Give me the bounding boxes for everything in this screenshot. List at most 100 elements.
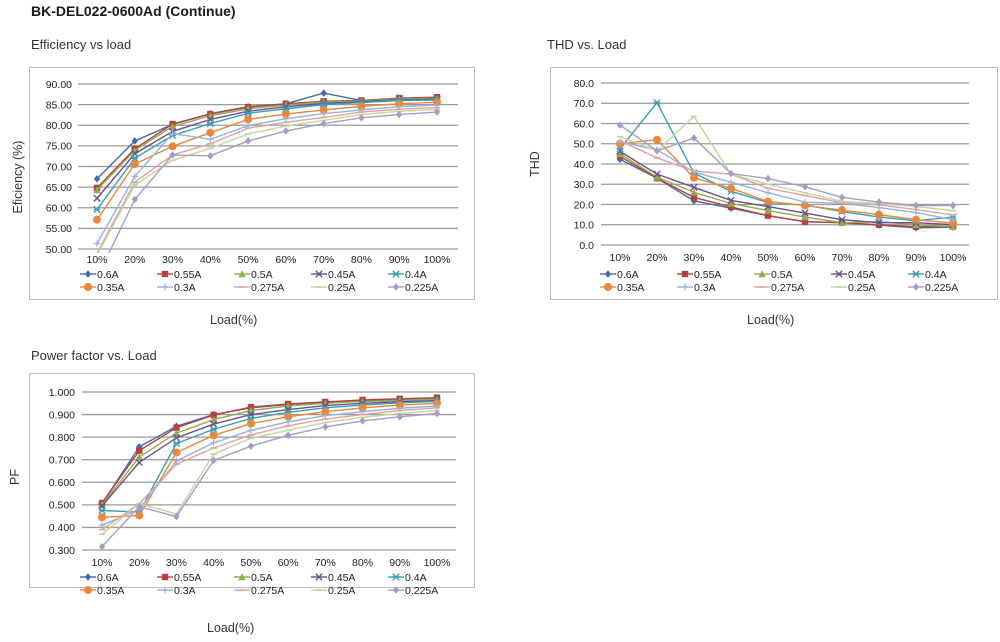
thd-legend-label: 0.225A — [925, 282, 958, 294]
efficiency-data-point — [206, 119, 215, 128]
pf-series-group — [98, 394, 441, 551]
pf-legend-item: 0.3A — [157, 585, 196, 597]
pf-legend-item: 0.55A — [157, 572, 201, 584]
thd-y-tick-label: 60.0 — [574, 118, 595, 130]
pf-x-axis-label: Load(%) — [207, 621, 255, 635]
thd-y-tick-label: 70.0 — [574, 98, 595, 110]
pf-series-line-0.3A — [101, 405, 438, 526]
thd-series-line-0.3A — [619, 141, 954, 221]
efficiency-legend-item: 0.25A — [311, 282, 355, 294]
pf-legend-label: 0.6A — [97, 572, 119, 584]
pf-series-line-0.25A — [101, 409, 438, 535]
thd-legend-item: 0.225A — [908, 282, 958, 294]
efficiency-data-point — [320, 89, 327, 97]
pf-y-tick-label: 0.500 — [49, 500, 75, 512]
efficiency-series-line-0.225A — [108, 111, 438, 253]
efficiency-legend-label: 0.55A — [174, 269, 201, 281]
efficiency-legend-label: 0.6A — [97, 269, 119, 281]
legend-marker — [84, 573, 92, 581]
efficiency-legend-item: 0.55A — [157, 269, 201, 281]
pf-x-tick-label: 90% — [389, 557, 410, 569]
thd-data-point — [727, 203, 735, 211]
efficiency-y-tick-label: 60.00 — [46, 203, 72, 215]
efficiency-x-tick-label: 100% — [424, 254, 451, 266]
efficiency-data-point — [319, 105, 328, 114]
thd-x-axis-label: Load(%) — [747, 313, 795, 327]
pf-data-point — [136, 447, 143, 454]
pf-legend-label: 0.5A — [251, 572, 273, 584]
pf-chart-title: Power factor vs. Load — [31, 348, 157, 363]
pf-x-tick-label: 10% — [91, 557, 112, 569]
efficiency-y-tick-label: 70.00 — [46, 161, 72, 173]
efficiency-legend-label: 0.3A — [174, 282, 196, 294]
pf-x-tick-label: 50% — [240, 557, 261, 569]
efficiency-x-tick-label: 30% — [162, 254, 183, 266]
pf-data-point — [210, 411, 217, 419]
efficiency-legend-item: 0.5A — [234, 269, 273, 281]
efficiency-legend-item: 0.35A — [80, 282, 124, 294]
efficiency-series-line-0.45A — [96, 98, 438, 199]
legend-marker — [392, 586, 400, 594]
legend-marker — [84, 270, 92, 278]
thd-legend-item: 0.6A — [600, 269, 639, 281]
pf-legend-item: 0.45A — [311, 572, 355, 584]
legend-marker — [238, 270, 246, 278]
efficiency-series-group — [93, 89, 441, 253]
efficiency-data-point — [131, 173, 138, 180]
efficiency-x-tick-label: 50% — [238, 254, 259, 266]
pf-data-point — [358, 403, 367, 412]
legend-marker — [604, 283, 612, 291]
efficiency-series-line-0.4A — [96, 99, 438, 210]
pf-x-tick-label: 40% — [203, 557, 224, 569]
efficiency-data-point — [93, 205, 101, 214]
legend-marker — [604, 270, 612, 278]
pf-legend-item: 0.225A — [388, 585, 438, 597]
pf-y-tick-label: 0.900 — [49, 409, 75, 421]
pf-data-point — [135, 511, 144, 520]
document-title: BK-DEL022-0600Ad (Continue) — [31, 3, 236, 19]
efficiency-data-point — [207, 136, 214, 143]
pf-y-tick-label: 0.600 — [49, 477, 75, 489]
thd-x-tick-label: 50% — [757, 252, 778, 264]
thd-legend-label: 0.4A — [925, 269, 947, 281]
thd-legend-item: 0.55A — [677, 269, 721, 281]
thd-data-point — [727, 169, 735, 178]
pf-legend-item: 0.4A — [388, 572, 427, 584]
efficiency-series-line-0.275A — [96, 106, 438, 253]
pf-series-line-0.275A — [101, 407, 438, 531]
legend-marker — [84, 586, 92, 594]
legend-marker — [758, 270, 766, 278]
efficiency-data-point — [168, 142, 177, 151]
pf-y-tick-label: 0.400 — [49, 522, 75, 534]
efficiency-x-tick-label: 40% — [200, 254, 221, 266]
legend-marker — [315, 270, 323, 278]
pf-data-point — [433, 409, 441, 418]
efficiency-legend-item: 0.3A — [157, 282, 196, 294]
pf-x-tick-label: 80% — [352, 557, 373, 569]
thd-data-point — [875, 198, 883, 206]
efficiency-x-tick-label: 90% — [389, 254, 410, 266]
thd-data-point — [727, 179, 735, 186]
efficiency-legend-item: 0.45A — [311, 269, 355, 281]
efficiency-legend-label: 0.5A — [251, 269, 273, 281]
efficiency-x-axis-label: Load(%) — [210, 313, 258, 327]
pf-legend-item: 0.5A — [234, 572, 273, 584]
thd-x-tick-label: 40% — [720, 252, 741, 264]
thd-x-tick-label: 10% — [609, 252, 630, 264]
thd-data-point — [653, 170, 661, 178]
legend-marker — [84, 283, 92, 291]
efficiency-y-tick-label: 80.00 — [46, 120, 72, 132]
thd-data-point — [653, 98, 661, 107]
thd-legend-label: 0.6A — [617, 269, 639, 281]
efficiency-data-point — [130, 160, 139, 169]
efficiency-data-point — [131, 154, 139, 162]
efficiency-legend-label: 0.25A — [328, 282, 355, 294]
efficiency-series-line-0.3A — [96, 104, 438, 244]
efficiency-data-point — [357, 102, 366, 111]
pf-series-line-0.5A — [101, 398, 438, 506]
pf-data-point — [98, 542, 106, 551]
legend-marker — [835, 270, 843, 278]
efficiency-chart-title: Efficiency vs load — [31, 37, 132, 52]
thd-data-point — [690, 168, 698, 176]
